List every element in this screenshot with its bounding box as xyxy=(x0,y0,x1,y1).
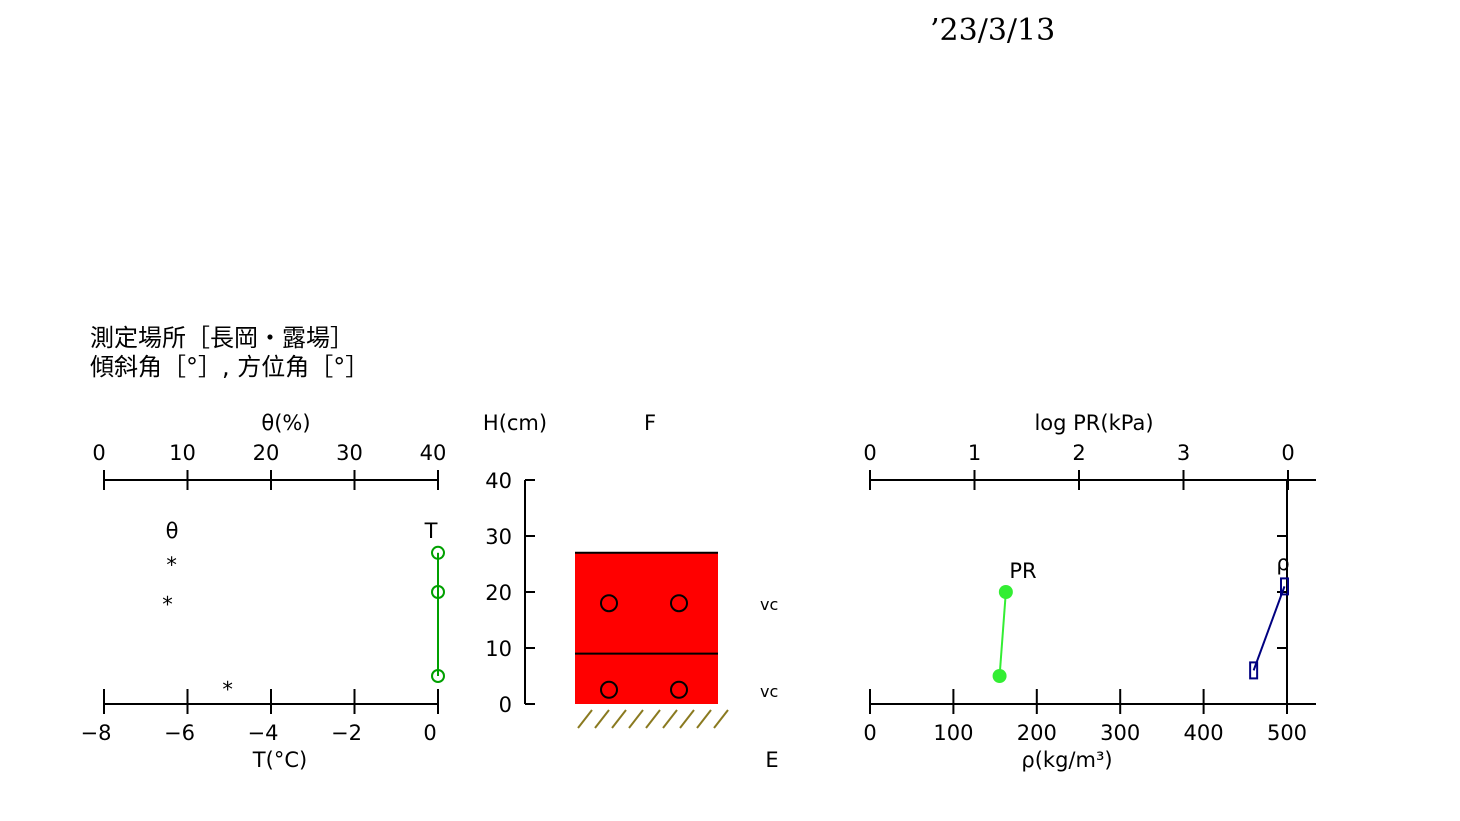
density-point xyxy=(1249,661,1259,680)
temperature-point xyxy=(431,545,445,560)
height-tick-label: 20 xyxy=(485,581,512,605)
log-pr-tick-label: 1 xyxy=(968,441,981,465)
density-series-label: ρ xyxy=(1276,551,1289,575)
grain-shape-symbol xyxy=(600,680,618,699)
height-axis-title: H(cm) xyxy=(483,411,547,435)
theta-tick-label: 40 xyxy=(420,441,447,465)
log-pr-tick-label: 0 xyxy=(1281,441,1294,465)
angle-label: 傾斜角［°］, 方位角［°］ xyxy=(90,353,369,381)
theta-series: * * * xyxy=(162,553,233,701)
pr-line-segment xyxy=(998,591,1007,677)
temperature-axis-title: T(°C) xyxy=(252,748,307,772)
log-pr-tick-label: 0 xyxy=(863,441,876,465)
temperature-tick-label: −6 xyxy=(164,721,195,745)
pr-point xyxy=(992,669,1007,683)
temperature-tick-label: 0 xyxy=(423,721,436,745)
grain-shape-symbol xyxy=(600,594,618,613)
pr-series-label: PR xyxy=(1009,559,1036,583)
density-tick-label: 500 xyxy=(1267,721,1307,745)
density-tick-label: 200 xyxy=(1017,721,1057,745)
density-line-segment xyxy=(1252,586,1286,671)
pr-series xyxy=(992,585,1013,683)
ground-hatch-line xyxy=(611,709,627,729)
density-tick-label: 300 xyxy=(1100,721,1140,745)
bottom-label-E: E xyxy=(765,748,778,772)
snow-pit-panel: H(cm) F E 0 10 20 30 40 vc vc xyxy=(483,411,779,772)
theta-temperature-panel: θ(%) 0 10 20 30 40 −8 −6 −4 −2 0 T(°C) θ T * * * xyxy=(81,411,447,772)
ground-hatch-line xyxy=(628,709,644,729)
theta-point: * xyxy=(222,678,233,702)
pr-density-panel: log PR(kPa) 0 1 2 3 0 0 100 200 300 400 500 ρ(kg/… xyxy=(863,411,1316,772)
ground-hatch-line xyxy=(662,709,678,729)
temperature-series-label: T xyxy=(424,519,438,543)
ground-hatch-line xyxy=(645,709,661,729)
snow-layer xyxy=(575,552,718,654)
theta-point: * xyxy=(166,553,177,577)
temperature-point xyxy=(431,669,445,683)
pr-point xyxy=(998,585,1013,599)
theta-point: * xyxy=(162,592,173,616)
ground-hatch-line xyxy=(594,709,610,729)
density-tick-label: 0 xyxy=(863,721,876,745)
ground-hatch-line xyxy=(679,709,695,729)
snow-layers: vc vc xyxy=(575,551,778,704)
top-label-F: F xyxy=(644,411,656,435)
ground-hatch xyxy=(577,709,729,729)
theta-tick-label: 20 xyxy=(253,441,280,465)
log-pr-tick-label: 2 xyxy=(1072,441,1085,465)
theta-tick-label: 30 xyxy=(336,441,363,465)
height-axis-ticks: 0 10 20 30 40 xyxy=(485,469,535,717)
grain-type-label: vc xyxy=(760,682,778,701)
density-tick-label: 400 xyxy=(1184,721,1224,745)
ground-hatch-line xyxy=(696,709,712,729)
height-tick-label: 0 xyxy=(499,693,512,717)
log-pr-axis-title: log PR(kPa) xyxy=(1034,411,1153,435)
site-label: 測定場所［長岡・露場］ xyxy=(90,324,354,352)
grain-shape-symbol xyxy=(670,594,688,613)
density-axis-ticks: 0 100 200 300 400 500 xyxy=(863,689,1307,745)
ground-hatch-line xyxy=(577,709,593,729)
height-tick-label: 30 xyxy=(485,525,512,549)
theta-axis-title: θ(%) xyxy=(261,411,310,435)
ground-hatch-line xyxy=(713,709,729,729)
log-pr-axis-ticks: 0 1 2 3 0 xyxy=(863,441,1295,490)
temperature-axis-ticks: −8 −6 −4 −2 0 xyxy=(81,689,439,745)
height-tick-label: 40 xyxy=(485,469,512,493)
temperature-tick-label: −4 xyxy=(248,721,279,745)
temperature-tick-label: −8 xyxy=(81,721,112,745)
temperature-series xyxy=(431,545,445,683)
theta-series-label: θ xyxy=(166,519,179,543)
log-pr-tick-label: 3 xyxy=(1177,441,1190,465)
density-series xyxy=(1249,577,1289,680)
theta-tick-label: 10 xyxy=(169,441,196,465)
density-axis-title: ρ(kg/m³) xyxy=(1021,748,1112,772)
theta-axis-ticks: 0 10 20 30 40 xyxy=(92,441,446,490)
date-label: ’23/3/13 xyxy=(930,13,1055,48)
theta-tick-label: 0 xyxy=(92,441,105,465)
grain-shape-symbol xyxy=(670,680,688,699)
density-tick-label: 100 xyxy=(933,721,973,745)
density-point xyxy=(1279,577,1289,596)
height-tick-label: 10 xyxy=(485,637,512,661)
temperature-tick-label: −2 xyxy=(331,721,362,745)
temperature-point xyxy=(431,585,445,599)
grain-type-label: vc xyxy=(760,595,778,614)
snow-layer xyxy=(575,653,718,704)
